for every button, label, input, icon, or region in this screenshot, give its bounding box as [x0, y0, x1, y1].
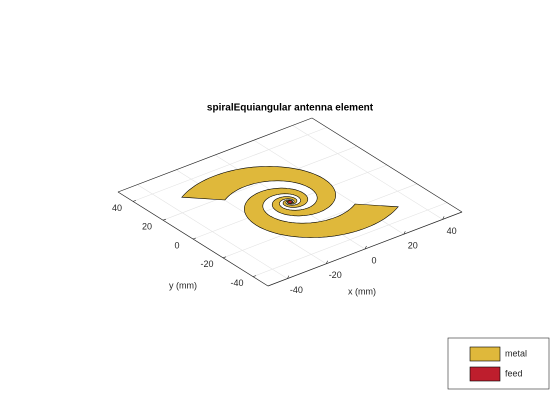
x-tick: [403, 231, 406, 235]
y-tick-label: 40: [112, 203, 122, 213]
x-tick: [287, 275, 290, 279]
x-tick: [325, 260, 328, 264]
spiral-arm: [181, 166, 336, 217]
y-tick: [192, 237, 197, 240]
axes-edge: [117, 117, 313, 193]
y-tick: [222, 256, 227, 259]
legend-label: metal: [505, 348, 527, 358]
x-tick-label: 20: [408, 241, 418, 251]
grid-line: [132, 127, 328, 202]
x-axis-line: [267, 211, 463, 287]
x-tick-label: -20: [329, 270, 342, 280]
y-tick-label: 20: [142, 222, 152, 232]
y-tick-label: -40: [230, 278, 243, 288]
axes-edge: [311, 117, 463, 213]
legend-swatch: [469, 346, 501, 362]
chart-title: spiralEquiangular antenna element: [207, 103, 374, 114]
y-axis-line: [117, 191, 269, 287]
legend-label: feed: [505, 368, 523, 378]
legend-box: [447, 337, 550, 390]
x-tick: [442, 216, 445, 220]
grid-line: [252, 202, 448, 277]
x-tick-label: 0: [371, 255, 376, 265]
y-tick-label: 0: [174, 240, 179, 250]
x-tick-label: -40: [290, 285, 303, 295]
x-axis-label: x (mm): [348, 286, 376, 296]
x-tick: [364, 245, 367, 250]
y-tick: [132, 200, 137, 202]
feed: [288, 201, 292, 203]
legend-swatch: [469, 366, 501, 382]
grid-line: [222, 183, 418, 259]
x-tick-label: 40: [447, 226, 457, 236]
y-tick-label: -20: [200, 259, 213, 269]
grid-line: [162, 145, 358, 221]
y-axis-label: y (mm): [169, 280, 197, 290]
y-tick: [252, 275, 257, 277]
y-tick: [162, 218, 167, 221]
spiral-arm: [244, 187, 399, 238]
